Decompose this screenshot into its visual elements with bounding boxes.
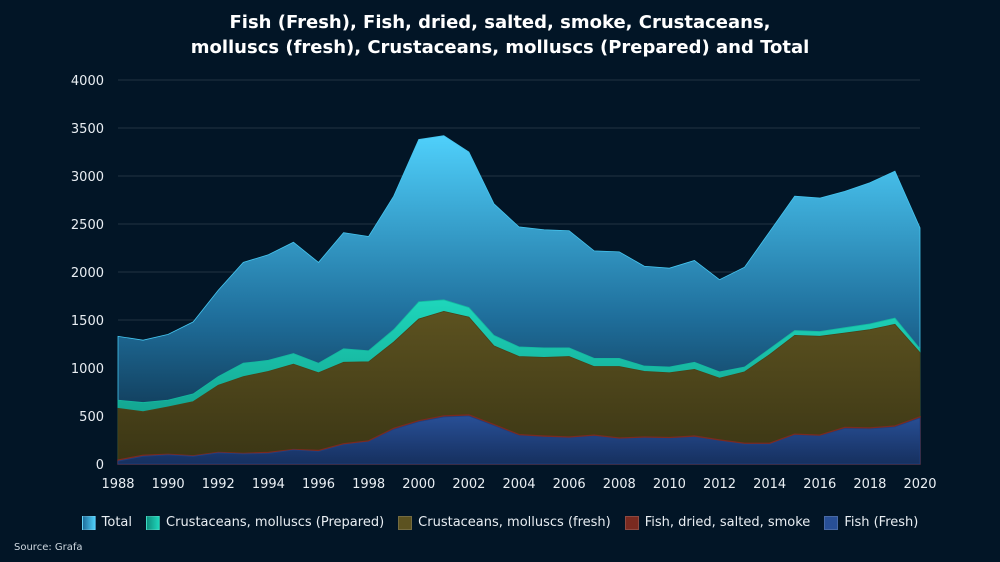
legend-label-fish-fresh: Fish (Fresh) — [844, 515, 919, 530]
legend: Total Crustaceans, molluscs (Prepared) C… — [0, 515, 1000, 530]
x-tick-label: 2018 — [853, 477, 886, 492]
x-tick-label: 2010 — [653, 477, 686, 492]
y-tick-label: 3000 — [71, 170, 104, 185]
x-tick-label: 2020 — [903, 477, 936, 492]
chart-title-line-2: molluscs (fresh), Crustaceans, molluscs … — [190, 37, 810, 58]
area-fish-fresh — [117, 415, 921, 465]
x-tick-label: 2002 — [452, 477, 485, 492]
x-tick-label: 2006 — [553, 477, 586, 492]
legend-swatch-fish-fresh — [824, 515, 839, 530]
legend-label-fish-dried: Fish, dried, salted, smoke — [644, 515, 811, 530]
area-series — [117, 135, 921, 465]
x-tick-label: 1998 — [352, 477, 385, 492]
x-axis-ticks: 1988 1990 1992 1994 1996 1998 2000 2002 2004 2006… — [101, 477, 936, 492]
y-tick-label: 2000 — [71, 266, 104, 281]
chart-title-line-1: Fish (Fresh), Fish, dried, salted, smoke… — [229, 12, 771, 33]
x-tick-label: 2016 — [803, 477, 836, 492]
y-tick-label: 1500 — [71, 314, 104, 329]
legend-item-total[interactable]: Total — [81, 515, 133, 530]
area-crustaceans-fresh — [117, 310, 921, 465]
legend-label-crustaceans-fresh: Crustaceans, molluscs (fresh) — [418, 515, 611, 530]
x-tick-label: 2008 — [603, 477, 636, 492]
legend-swatch-crustaceans-fresh — [398, 515, 413, 530]
legend-label-crustaceans-prepared: Crustaceans, molluscs (Prepared) — [166, 515, 385, 530]
x-tick-label: 1988 — [101, 477, 134, 492]
legend-label-total: Total — [101, 515, 133, 530]
y-tick-label: 500 — [79, 410, 104, 425]
x-tick-label: 2012 — [703, 477, 736, 492]
y-tick-label: 4000 — [71, 74, 104, 89]
x-tick-label: 1992 — [202, 477, 235, 492]
legend-item-crustaceans-prepared[interactable]: Crustaceans, molluscs (Prepared) — [146, 515, 384, 530]
source-note: Source: Grafa — [14, 542, 83, 553]
y-axis-ticks: 0 500 1000 1500 2000 2500 3000 3500 4000 — [71, 74, 104, 473]
x-tick-label: 2014 — [753, 477, 786, 492]
y-tick-label: 2500 — [71, 218, 104, 233]
x-tick-label: 2000 — [402, 477, 435, 492]
legend-item-fish-dried[interactable]: Fish, dried, salted, smoke — [624, 515, 811, 530]
legend-swatch-total — [81, 515, 96, 530]
chart-title: Fish (Fresh), Fish, dried, salted, smoke… — [0, 10, 1000, 60]
x-tick-label: 1990 — [152, 477, 185, 492]
legend-item-crustaceans-fresh[interactable]: Crustaceans, molluscs (fresh) — [398, 515, 611, 530]
y-tick-label: 0 — [96, 458, 104, 473]
legend-item-fish-fresh[interactable]: Fish (Fresh) — [824, 515, 918, 530]
y-tick-label: 1000 — [71, 362, 104, 377]
y-tick-label: 3500 — [71, 122, 104, 137]
legend-swatch-fish-dried — [624, 515, 639, 530]
x-tick-label: 1996 — [302, 477, 335, 492]
legend-swatch-crustaceans-prepared — [146, 515, 161, 530]
x-tick-label: 1994 — [252, 477, 285, 492]
x-tick-label: 2004 — [502, 477, 535, 492]
